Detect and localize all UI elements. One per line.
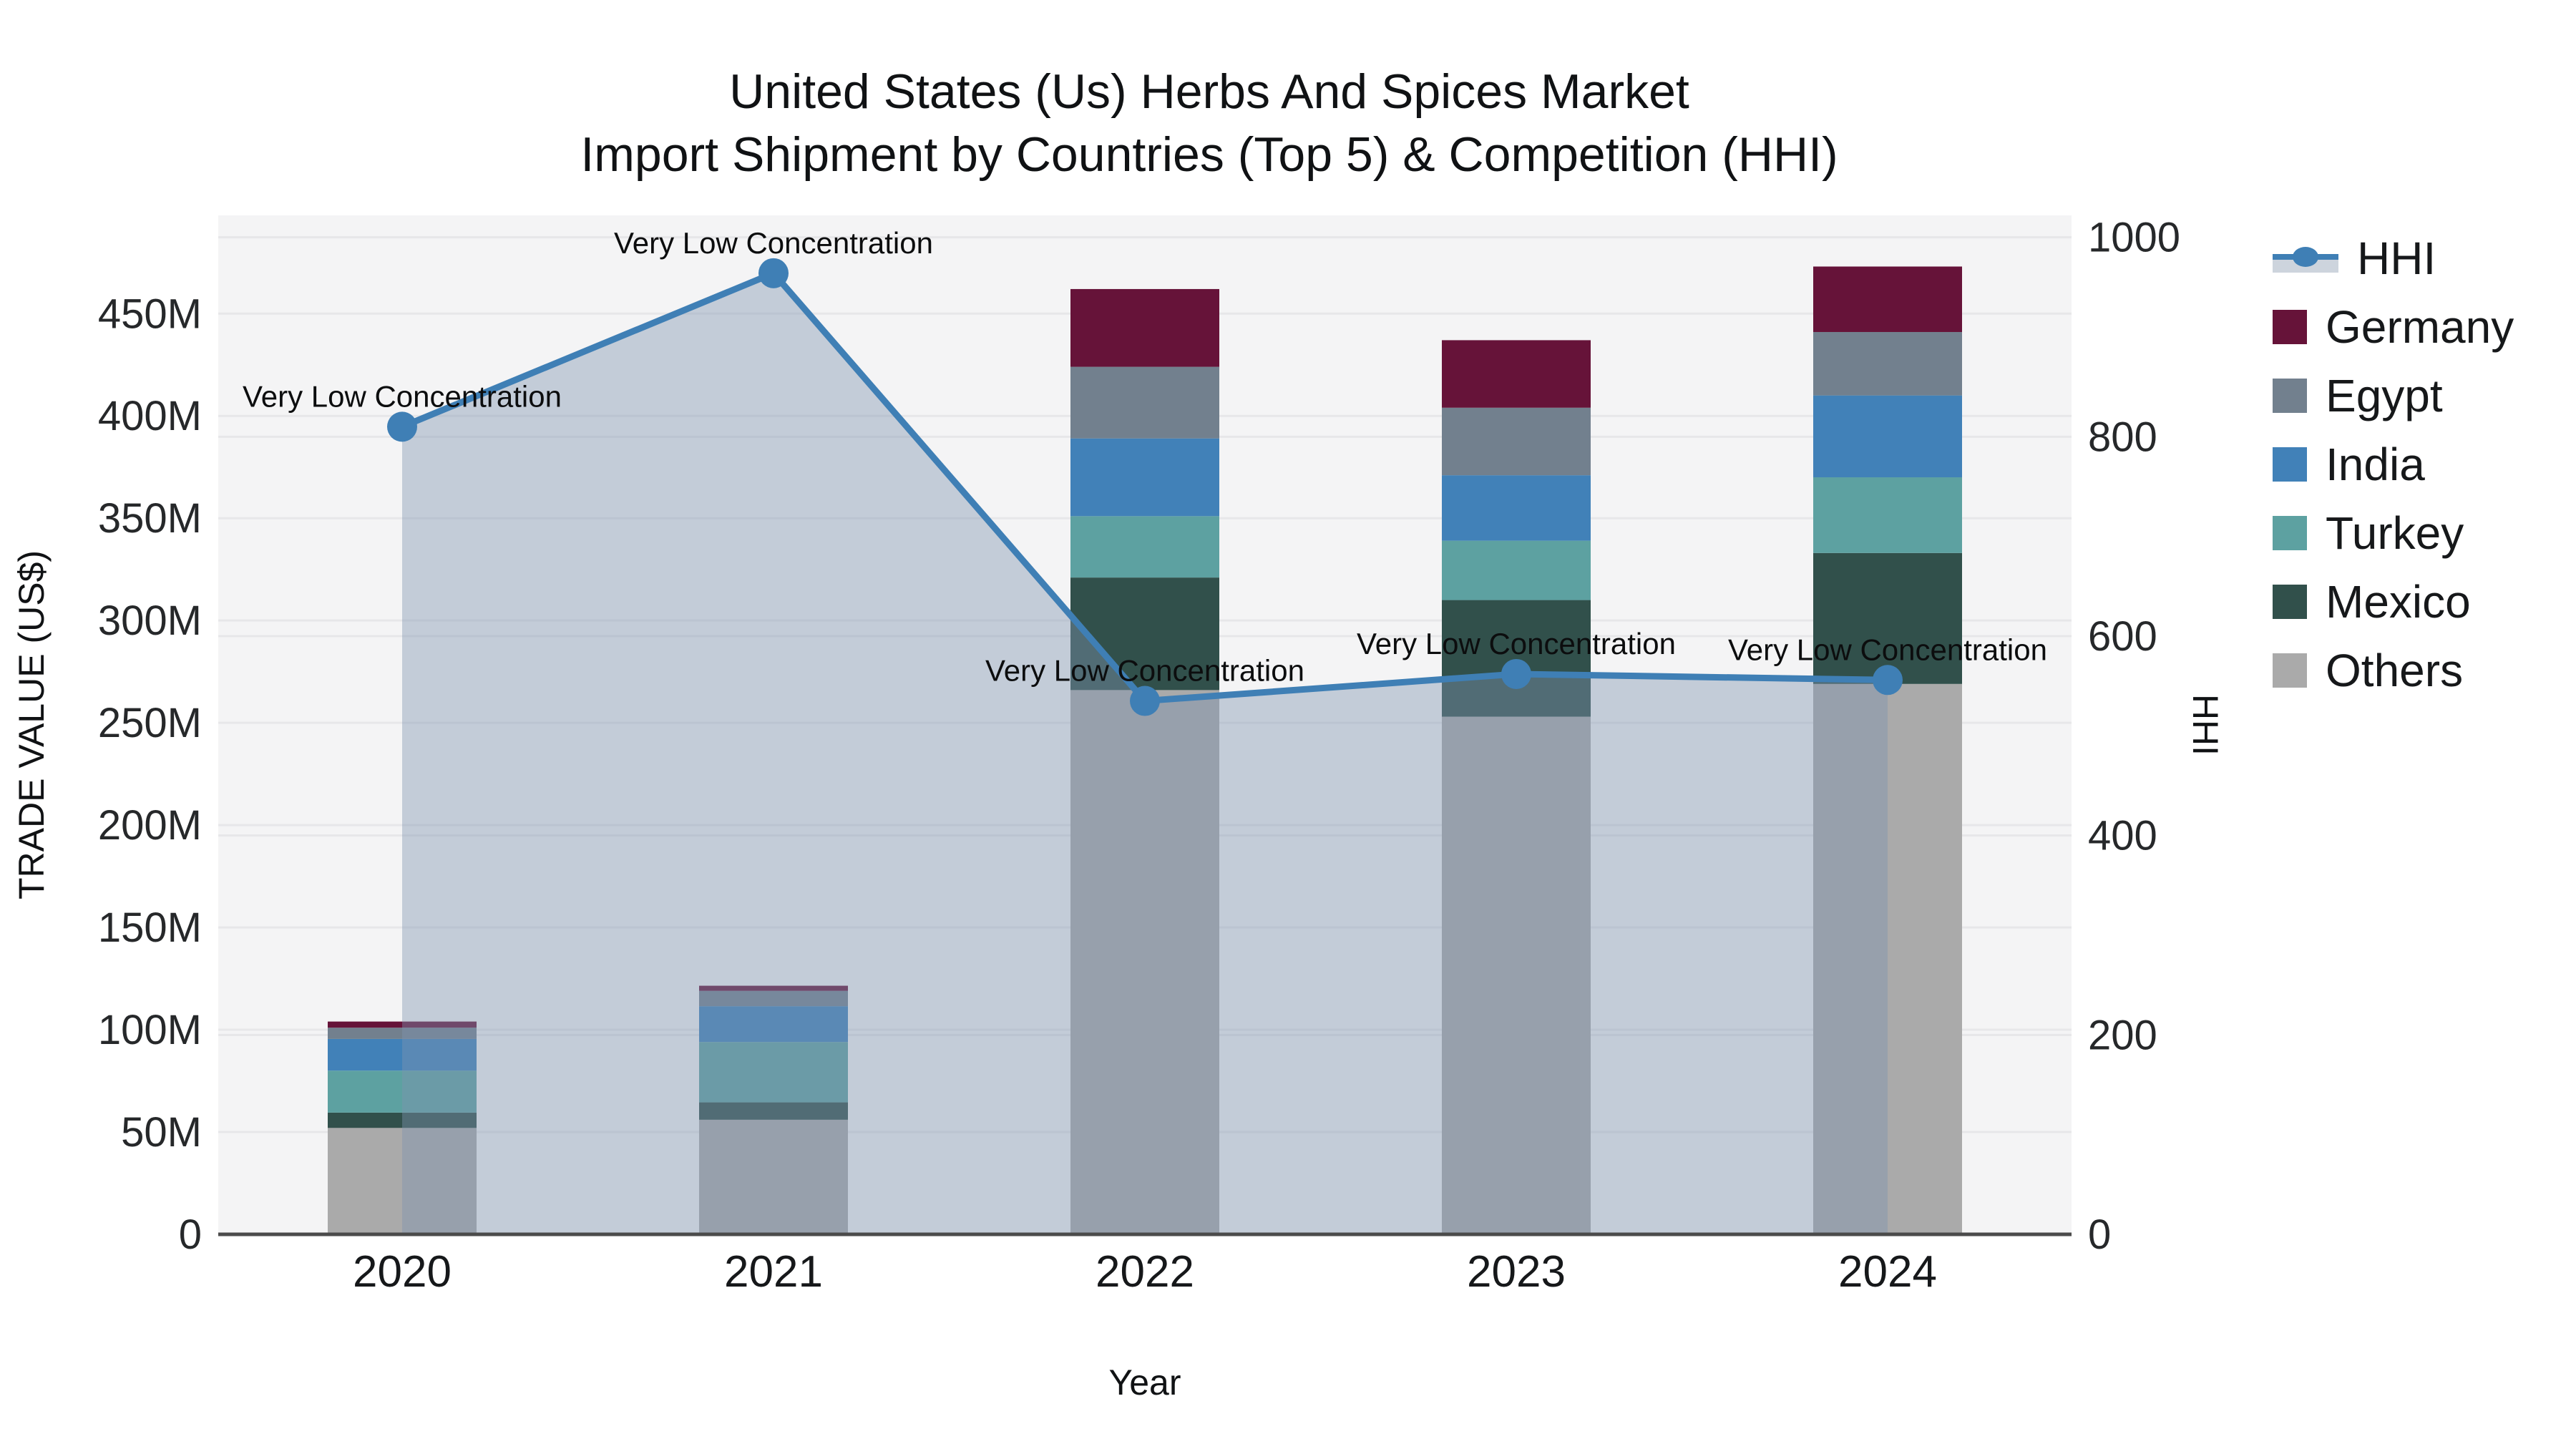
annotation-2021: Very Low Concentration	[614, 226, 933, 260]
bar-segment-turkey-2022[interactable]	[1070, 516, 1219, 578]
y-right-tick-200: 200	[2088, 1012, 2157, 1058]
y-right-axis-title: HHI	[2185, 693, 2225, 756]
bar-segment-turkey-2020[interactable]	[328, 1070, 477, 1113]
y-right-tick-600: 600	[2088, 613, 2157, 660]
y-left-tick-0: 0	[179, 1211, 202, 1258]
legend-item-mexico[interactable]: Mexico	[2273, 576, 2514, 628]
y-left-tick-450M: 450M	[98, 291, 202, 337]
bar-segment-mexico-2021[interactable]	[699, 1102, 848, 1120]
legend-item-others[interactable]: Others	[2273, 645, 2514, 696]
x-tick-2023: 2023	[1467, 1247, 1566, 1297]
hhi-marker-2023[interactable]	[1501, 658, 1531, 689]
legend-swatch-egypt	[2273, 379, 2307, 413]
legend-item-egypt[interactable]: Egypt	[2273, 370, 2514, 421]
bar-segment-germany-2024[interactable]	[1813, 266, 1962, 332]
y-left-tick-400M: 400M	[98, 393, 202, 439]
bar-segment-india-2020[interactable]	[328, 1038, 477, 1071]
legend-label-germany: Germany	[2326, 301, 2514, 353]
legend-swatch-mexico	[2273, 585, 2307, 619]
y-left-tick-250M: 250M	[98, 700, 202, 746]
legend-label-others: Others	[2326, 645, 2464, 696]
bar-segment-germany-2022[interactable]	[1070, 288, 1219, 367]
y-left-axis-title: TRADE VALUE (US$)	[11, 550, 52, 900]
y-right-tick-0: 0	[2088, 1211, 2111, 1258]
legend-label-mexico: Mexico	[2326, 576, 2471, 628]
bar-segment-egypt-2023[interactable]	[1442, 407, 1591, 476]
y-right-tick-1000: 1000	[2088, 215, 2180, 261]
legend-swatch-india	[2273, 447, 2307, 482]
legend-item-hhi[interactable]: HHI	[2273, 233, 2514, 284]
y-right-tick-400: 400	[2088, 813, 2157, 859]
bar-segment-others-2021[interactable]	[699, 1119, 848, 1234]
y-left-tick-350M: 350M	[98, 495, 202, 542]
bar-segment-others-2022[interactable]	[1070, 690, 1219, 1234]
annotation-2020: Very Low Concentration	[243, 379, 562, 413]
legend-label-turkey: Turkey	[2326, 507, 2464, 559]
legend-label-india: India	[2326, 439, 2425, 490]
legend-item-turkey[interactable]: Turkey	[2273, 507, 2514, 559]
legend-swatch-turkey	[2273, 516, 2307, 550]
legend-label-hhi: HHI	[2357, 233, 2436, 284]
legend-item-germany[interactable]: Germany	[2273, 301, 2514, 353]
x-tick-2020: 2020	[353, 1247, 452, 1297]
bar-segment-turkey-2024[interactable]	[1813, 477, 1962, 553]
legend-swatch-germany	[2273, 310, 2307, 344]
bar-segment-germany-2021[interactable]	[699, 985, 848, 991]
bar-segment-germany-2023[interactable]	[1442, 340, 1591, 408]
hhi-marker-2024[interactable]	[1873, 665, 1903, 696]
bar-segment-egypt-2021[interactable]	[699, 990, 848, 1007]
bar-segment-others-2023[interactable]	[1442, 716, 1591, 1234]
legend: HHI Germany Egypt India Turkey Mexico Others	[2273, 233, 2514, 696]
x-tick-2024: 2024	[1838, 1247, 1937, 1297]
bar-segment-mexico-2024[interactable]	[1813, 552, 1962, 684]
chart-title-block: United States (Us) Herbs And Spices Mark…	[0, 60, 2419, 186]
bar-segment-others-2024[interactable]	[1813, 683, 1962, 1234]
bar-segment-india-2021[interactable]	[699, 1006, 848, 1043]
bar-segment-mexico-2023[interactable]	[1442, 600, 1591, 717]
bar-segment-others-2020[interactable]	[328, 1128, 477, 1234]
annotation-2022: Very Low Concentration	[985, 654, 1304, 688]
y-left-tick-50M: 50M	[121, 1109, 202, 1156]
hhi-area-fill	[402, 273, 1888, 1234]
legend-item-india[interactable]: India	[2273, 439, 2514, 490]
y-left-tick-200M: 200M	[98, 802, 202, 849]
y-left-tick-100M: 100M	[98, 1007, 202, 1053]
hhi-marker-2022[interactable]	[1130, 686, 1160, 716]
bar-segment-germany-2020[interactable]	[328, 1021, 477, 1028]
bar-segment-egypt-2024[interactable]	[1813, 331, 1962, 396]
legend-label-egypt: Egypt	[2326, 370, 2443, 421]
bar-segment-turkey-2021[interactable]	[699, 1042, 848, 1103]
bar-segment-turkey-2023[interactable]	[1442, 540, 1591, 600]
bar-segment-india-2023[interactable]	[1442, 475, 1591, 541]
annotation-2023: Very Low Concentration	[1357, 627, 1676, 660]
bar-segment-egypt-2022[interactable]	[1070, 366, 1219, 439]
y-right-tick-800: 800	[2088, 414, 2157, 460]
hhi-marker-2021[interactable]	[758, 258, 789, 288]
x-axis-title: Year	[1108, 1362, 1181, 1402]
bar-segment-india-2022[interactable]	[1070, 438, 1219, 517]
x-tick-2021: 2021	[724, 1247, 823, 1297]
bar-segment-india-2024[interactable]	[1813, 395, 1962, 478]
x-tick-2022: 2022	[1096, 1247, 1194, 1297]
legend-swatch-others	[2273, 653, 2307, 688]
y-left-tick-300M: 300M	[98, 597, 202, 644]
bar-segment-mexico-2022[interactable]	[1070, 577, 1219, 691]
chart-subtitle: Import Shipment by Countries (Top 5) & C…	[580, 127, 1838, 182]
chart-title: United States (Us) Herbs And Spices Mark…	[729, 64, 1689, 119]
hhi-line-sample-icon	[2273, 247, 2338, 273]
bar-segment-egypt-2020[interactable]	[328, 1028, 477, 1039]
bar-segment-mexico-2020[interactable]	[328, 1112, 477, 1128]
y-left-tick-150M: 150M	[98, 904, 202, 951]
hhi-marker-2020[interactable]	[387, 411, 417, 442]
annotation-2024: Very Low Concentration	[1728, 633, 2047, 666]
